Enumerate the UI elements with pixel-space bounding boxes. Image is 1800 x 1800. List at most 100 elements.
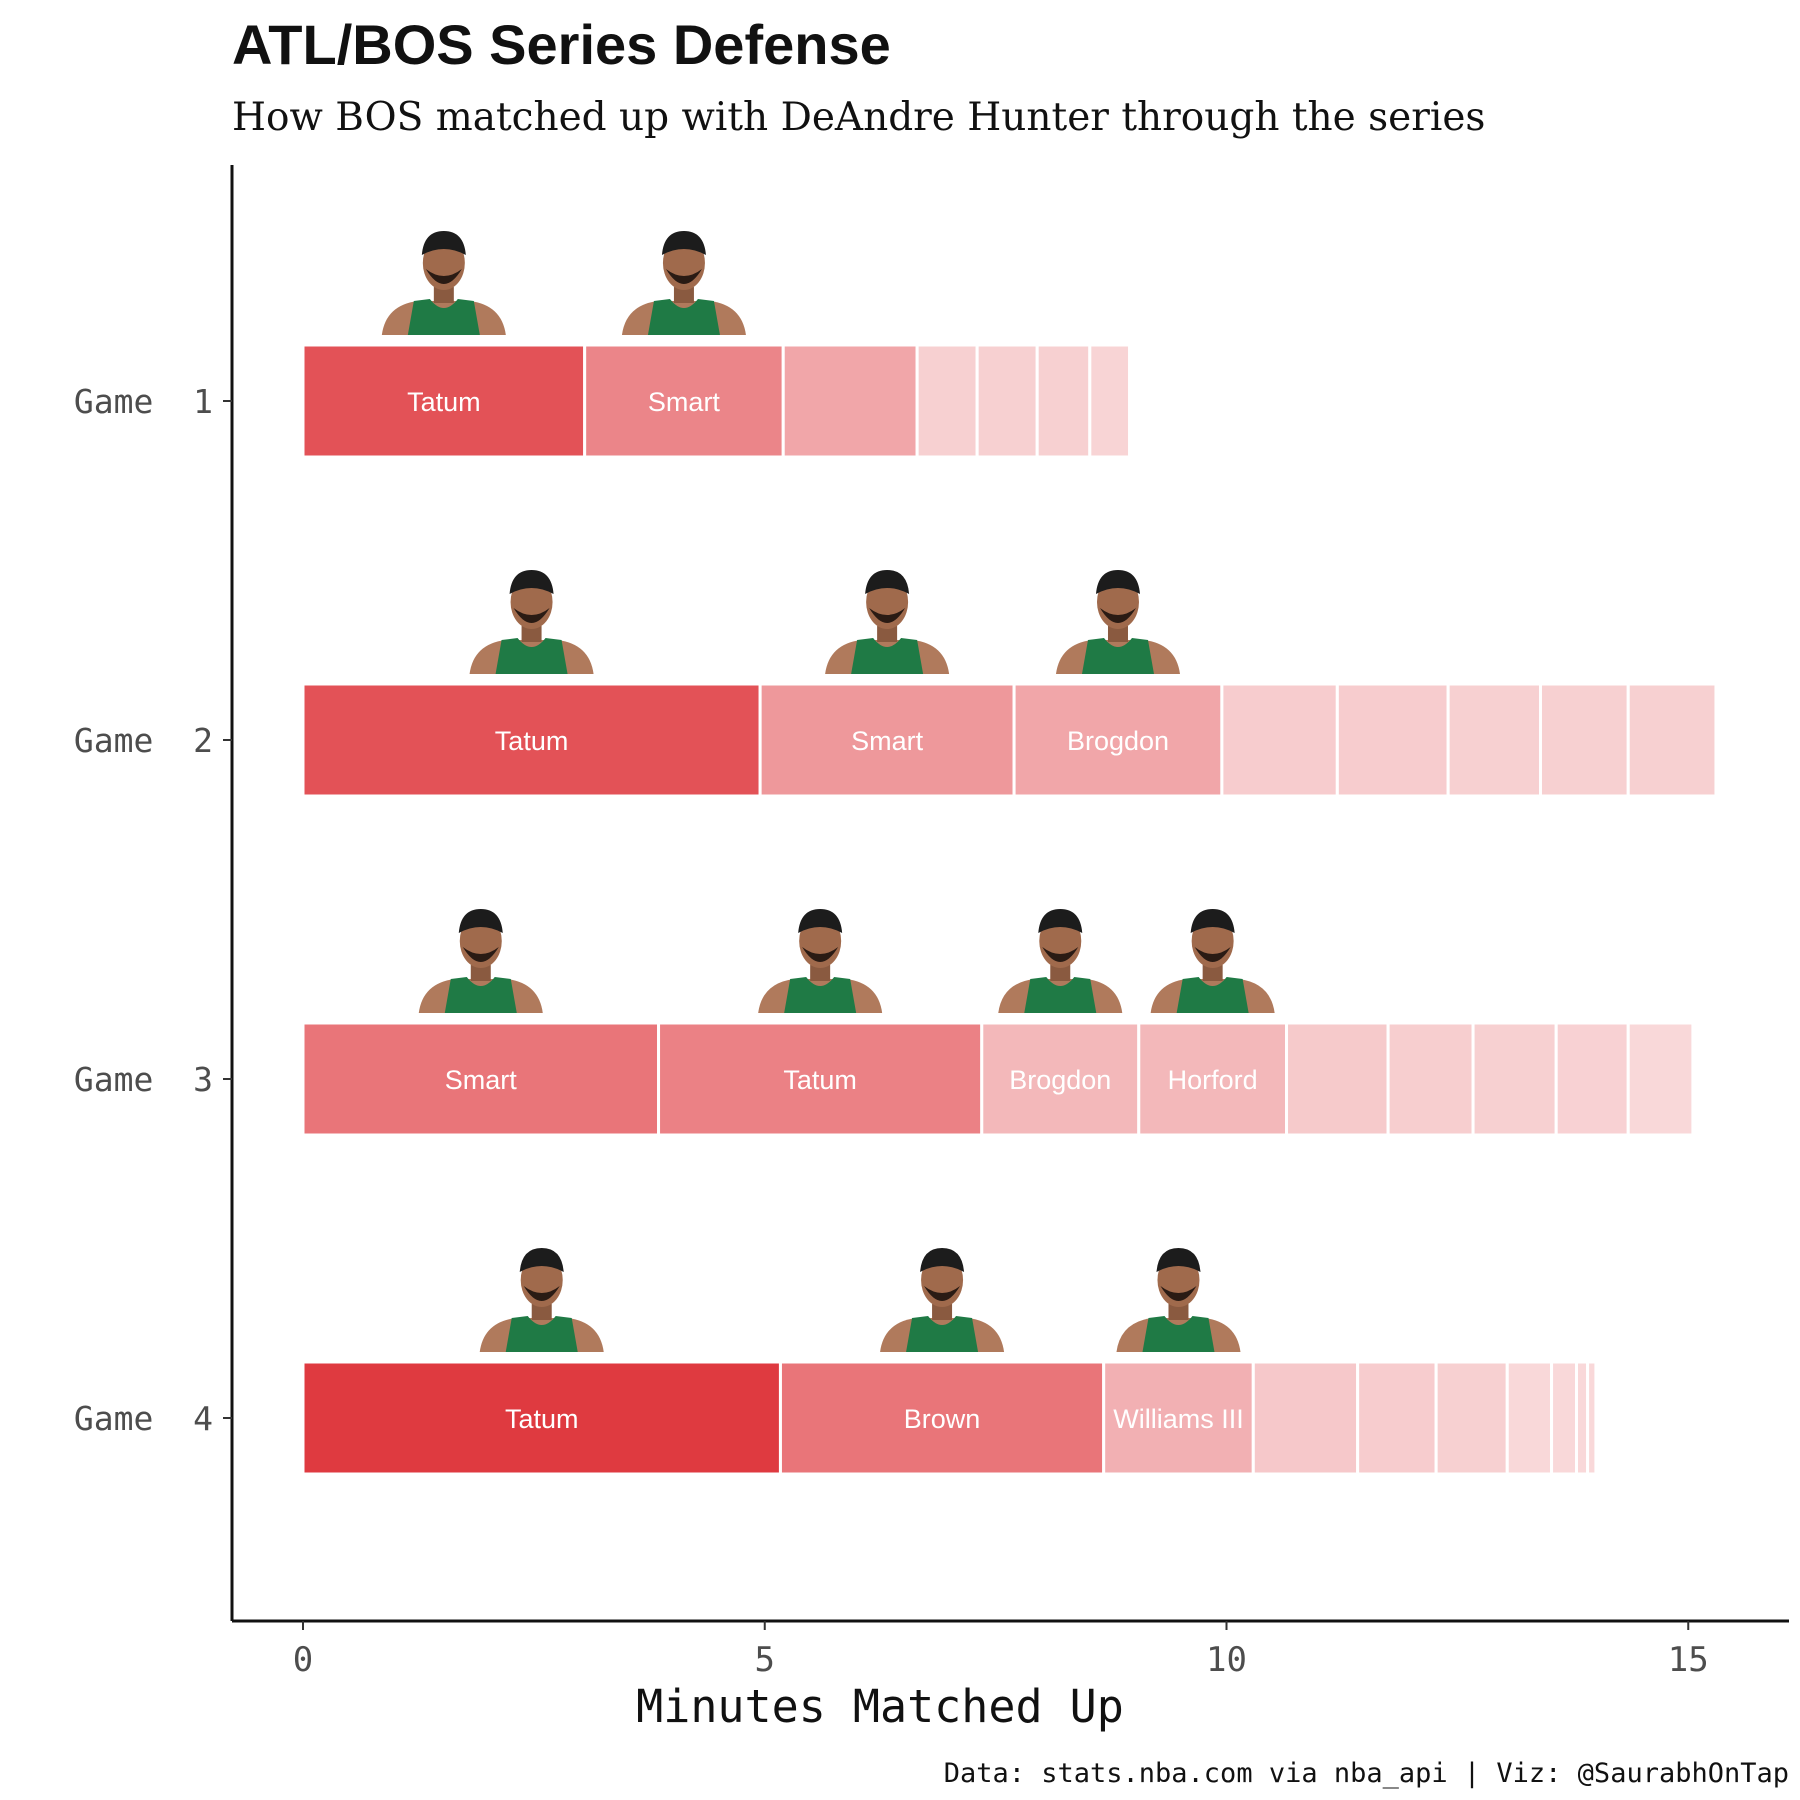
segment-label-tatum: Tatum: [505, 1404, 579, 1434]
x-axis-label: Minutes Matched Up: [636, 1680, 1124, 1733]
beard-shape: [513, 608, 550, 623]
bar-segment-game-4-other-8: [1575, 1360, 1590, 1476]
neck-shape: [433, 287, 454, 303]
beard-shape: [665, 269, 702, 284]
segment-label-smart: Smart: [648, 387, 721, 417]
beard-shape: [869, 608, 906, 623]
x-tick-label: 15: [1668, 1640, 1709, 1680]
neck-shape: [932, 1304, 953, 1320]
hair-shape: [519, 1248, 564, 1272]
segment-label-tatum: Tatum: [407, 387, 481, 417]
bar-segment-game-4-brown: [778, 1360, 1106, 1476]
neck-shape: [673, 287, 694, 303]
hair-shape: [458, 909, 503, 933]
chart-title: ATL/BOS Series Defense: [232, 13, 891, 76]
bar-segment-game-3-tatum: [657, 1021, 984, 1137]
bar-segment-game-4-other-9: [1586, 1360, 1598, 1476]
jersey-shape: [851, 638, 924, 674]
player-headshot-3-1: [880, 1248, 1005, 1352]
neck-shape: [470, 965, 491, 981]
hair-shape: [798, 909, 843, 933]
x-tick-label: 0: [293, 1640, 313, 1680]
y-tick-label-game-2: Game 2: [74, 721, 213, 760]
beard-shape: [1194, 947, 1231, 962]
player-headshot-0-0: [381, 231, 506, 335]
bar-segment-game-1-other-5: [1035, 343, 1092, 459]
bar-segment-game-4-other-3: [1251, 1360, 1360, 1476]
segment-label-tatum: Tatum: [495, 726, 569, 756]
bar-segment-game-4-other-7: [1550, 1360, 1579, 1476]
hair-shape: [509, 570, 554, 594]
segment-label-horford: Horford: [1168, 1065, 1258, 1095]
neck-shape: [1050, 965, 1071, 981]
bar-segment-game-3-brogdon: [980, 1021, 1141, 1137]
jersey-shape: [1081, 638, 1154, 674]
player-headshot-1-2: [1055, 570, 1180, 674]
beard-shape: [462, 947, 499, 962]
segment-label-smart: Smart: [445, 1065, 518, 1095]
bar-segment-game-2-other-5: [1446, 682, 1542, 798]
beard-shape: [802, 947, 839, 962]
hair-shape: [1190, 909, 1235, 933]
player-headshot-2-0: [418, 909, 543, 1013]
player-headshot-2-3: [1150, 909, 1275, 1013]
bar-segment-game-2-brogdon: [1012, 682, 1224, 798]
neck-shape: [1202, 965, 1223, 981]
neck-shape: [531, 1304, 552, 1320]
bar-segment-game-2-other-7: [1626, 682, 1718, 798]
player-headshot-3-2: [1116, 1248, 1241, 1352]
bar-segment-game-3-other-4: [1285, 1021, 1390, 1137]
player-headshot-0-1: [621, 231, 746, 335]
bar-segment-game-4-williams-iii: [1102, 1360, 1255, 1476]
segment-label-brogdon: Brogdon: [1009, 1065, 1111, 1095]
player-headshot-3-0: [479, 1248, 604, 1352]
jersey-shape: [1024, 977, 1097, 1013]
jersey-shape: [495, 638, 568, 674]
jersey-shape: [1176, 977, 1249, 1013]
neck-shape: [1107, 626, 1128, 642]
jersey-shape: [647, 299, 720, 335]
segment-label-tatum: Tatum: [783, 1065, 857, 1095]
neck-shape: [810, 965, 831, 981]
neck-shape: [877, 626, 898, 642]
bar-segment-game-1-smart: [583, 343, 785, 459]
x-tick-label: 10: [1206, 1640, 1247, 1680]
bar-segment-game-2-smart: [758, 682, 1016, 798]
hair-shape: [920, 1248, 965, 1272]
hair-shape: [1095, 570, 1140, 594]
bar-segment-game-3-other-7: [1554, 1021, 1630, 1137]
player-headshot-2-1: [758, 909, 883, 1013]
hair-shape: [1038, 909, 1083, 933]
bar-segment-game-1-other-4: [975, 343, 1039, 459]
jersey-shape: [1142, 1316, 1215, 1352]
jersey-shape: [784, 977, 857, 1013]
beard-shape: [1042, 947, 1079, 962]
bar-segment-game-2-other-6: [1538, 682, 1630, 798]
player-headshot-2-2: [998, 909, 1123, 1013]
beard-shape: [924, 1286, 961, 1301]
segment-label-brown: Brown: [904, 1404, 981, 1434]
beard-shape: [523, 1286, 560, 1301]
beard-shape: [1099, 608, 1136, 623]
y-tick-label-game-4: Game 4: [74, 1399, 213, 1438]
bar-segment-game-1-other-2: [781, 343, 919, 459]
bar-segment-game-4-tatum: [301, 1360, 782, 1476]
jersey-shape: [407, 299, 480, 335]
jersey-shape: [444, 977, 517, 1013]
jersey-shape: [906, 1316, 979, 1352]
chart-caption: Data: stats.nba.com via nba_api | Viz: @…: [944, 1758, 1789, 1789]
bar-segment-game-4-other-4: [1356, 1360, 1438, 1476]
hair-shape: [1156, 1248, 1201, 1272]
bar-segment-game-3-smart: [301, 1021, 661, 1137]
beard-shape: [1160, 1286, 1197, 1301]
bar-segment-game-4-other-6: [1505, 1360, 1554, 1476]
bar-segment-game-3-other-8: [1626, 1021, 1695, 1137]
bar-segment-game-2-other-3: [1220, 682, 1339, 798]
bar-segment-game-2-other-4: [1335, 682, 1450, 798]
plot-area: 0 5 10 15 Game 1 Tatum Smart Game 2 Tatum Smart Br…: [74, 165, 1789, 1680]
neck-shape: [1168, 1304, 1189, 1320]
jersey-shape: [505, 1316, 578, 1352]
bar-segment-game-3-other-5: [1386, 1021, 1475, 1137]
player-headshot-1-1: [825, 570, 950, 674]
